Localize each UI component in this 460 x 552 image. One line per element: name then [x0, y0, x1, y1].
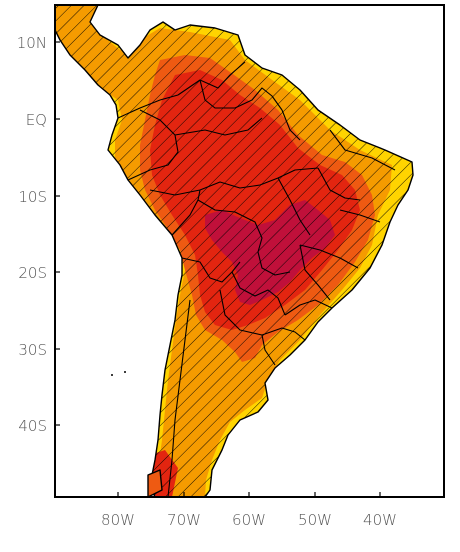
- lat-label: 30S: [18, 341, 47, 359]
- lat-label: EQ: [26, 111, 47, 129]
- lon-label: 70W: [167, 511, 201, 529]
- island: [111, 374, 113, 376]
- country-borders: [117, 61, 396, 497]
- lon-label: 50W: [298, 511, 332, 529]
- island: [147, 469, 163, 497]
- lon-tick-marks: [117, 492, 381, 497]
- lat-tick-marks: [55, 41, 60, 426]
- lat-label: 10S: [18, 188, 47, 206]
- lat-label: 20S: [18, 264, 47, 282]
- lon-label: 60W: [232, 511, 266, 529]
- lat-label: 10N: [17, 34, 47, 52]
- lat-label: 40S: [18, 417, 47, 435]
- island: [124, 371, 126, 373]
- coastline: [55, 5, 414, 497]
- lon-label: 80W: [101, 511, 135, 529]
- lon-label: 40W: [363, 511, 397, 529]
